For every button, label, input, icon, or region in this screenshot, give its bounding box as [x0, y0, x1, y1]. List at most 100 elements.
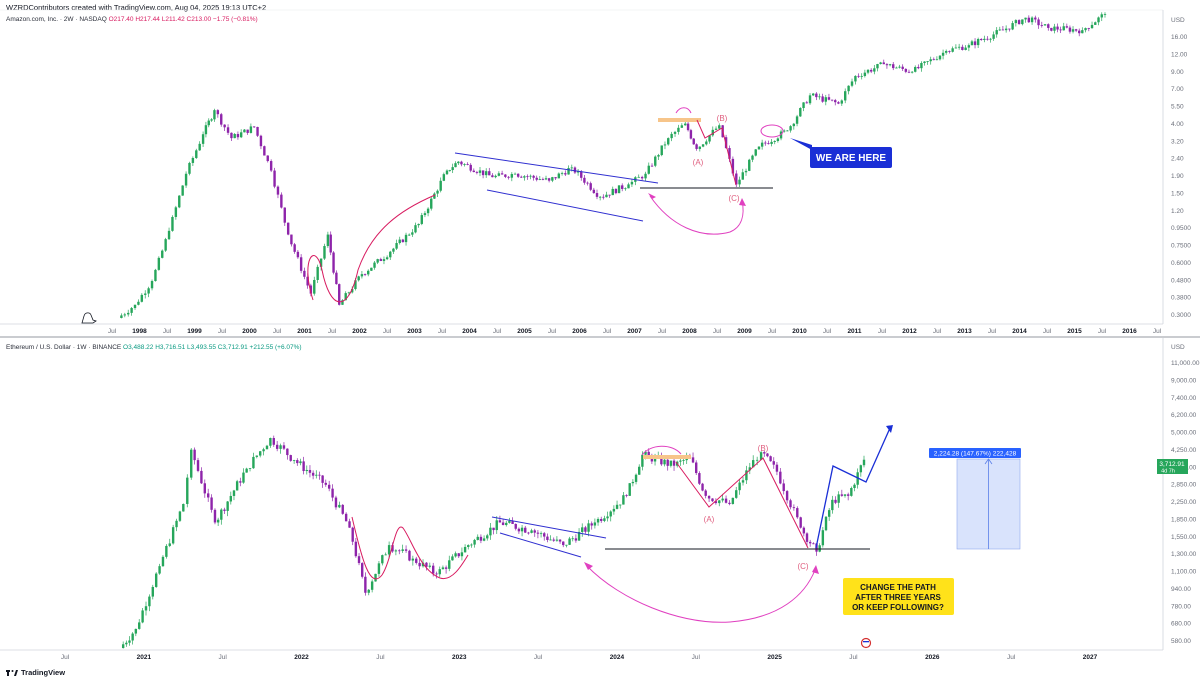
price-tick-label: 1.20 [1171, 208, 1184, 215]
candle-body [385, 257, 389, 260]
candle-body [695, 462, 698, 474]
top-time-axis: Jul 1998 Jul 1999 Jul 2000 Jul 2001 Jul 2002 Jul 20… [108, 328, 1162, 335]
candle-body [866, 69, 870, 73]
candle-body [376, 259, 379, 263]
candle-body [789, 126, 792, 131]
candle-body [606, 516, 609, 519]
candle-body [834, 499, 837, 503]
candle-body [507, 176, 510, 178]
candle-body [374, 573, 377, 582]
price-tick-label: 6,200.00 [1171, 412, 1197, 419]
price-tick-label: 0.4800 [1171, 277, 1191, 284]
top-price-axis: 16.00 12.00 9.00 7.00 5.50 4.00 3.20 2.40 1.90 1.… [1171, 34, 1191, 319]
time-tick-label: 2001 [297, 328, 312, 335]
candle-body [728, 148, 731, 159]
candle-body [957, 46, 961, 48]
candle-body [677, 127, 680, 132]
candle-body [321, 475, 324, 483]
candle-body [138, 622, 141, 629]
time-tick-label: 2003 [407, 328, 422, 335]
candle-body [704, 490, 707, 496]
candle-body [200, 470, 203, 484]
candle-body [500, 173, 504, 175]
candle-body [168, 543, 171, 546]
candle-body [811, 93, 815, 96]
candle-body [964, 47, 967, 50]
time-tick-label: 2025 [767, 654, 782, 661]
candle-body [154, 269, 157, 282]
time-tick-label: Jul [163, 328, 172, 335]
price-tick-label: 580.00 [1171, 638, 1191, 645]
bottom-return-arrowhead-left [584, 562, 593, 570]
candle-body [282, 445, 286, 449]
candle-body [303, 270, 306, 277]
candle-body [805, 102, 808, 104]
price-tick-label: 5.50 [1171, 104, 1184, 111]
candle-body [592, 189, 596, 194]
candle-body [647, 165, 650, 174]
candle-body [731, 497, 735, 504]
candle-body [879, 62, 882, 65]
bottom-label-a: (A) [704, 515, 715, 524]
candle-body [698, 146, 702, 149]
candle-body [327, 484, 331, 489]
candle-body [242, 472, 245, 483]
candle-body [415, 558, 418, 563]
candle-body [567, 168, 570, 175]
candle-body [847, 85, 850, 92]
candle-body [944, 50, 948, 53]
candle-body [167, 230, 171, 240]
candle-body [401, 549, 404, 551]
candle-body [663, 144, 667, 146]
top-drawings: WE ARE HERE (A) (B) (C) [81, 107, 892, 324]
candle-body [524, 527, 527, 533]
candle-body [125, 642, 128, 645]
candle-body [728, 502, 731, 504]
top-currency-label: USD [1171, 17, 1185, 24]
candle-body [792, 123, 796, 127]
candle-body [892, 64, 895, 69]
candle-body [989, 38, 992, 40]
candle-body [131, 633, 134, 641]
candle-body [130, 308, 133, 313]
candle-body [1021, 19, 1024, 25]
bottom-price-axis: 11,000.00 9,000.00 7,400.00 6,200.00 5,000.0… [1171, 360, 1200, 645]
candle-body [511, 520, 514, 524]
candle-body [773, 140, 776, 142]
candle-body [619, 504, 622, 506]
tradingview-brand[interactable]: TradingView [6, 668, 65, 677]
time-tick-label: 2024 [610, 654, 625, 661]
candle-body [198, 143, 201, 151]
candle-body [564, 173, 567, 175]
candle-body [1014, 20, 1018, 24]
candle-body [473, 539, 476, 545]
candle-body [302, 461, 305, 472]
candle-body [802, 102, 805, 109]
candle-body [508, 520, 511, 523]
candle-body [932, 59, 935, 61]
candle-body [1030, 17, 1034, 23]
candle-body [377, 563, 381, 574]
candle-body [158, 566, 161, 574]
candle-body [1011, 23, 1014, 30]
candle-body [721, 498, 724, 501]
candle-body [757, 146, 761, 150]
candle-body [805, 533, 809, 542]
candle-body [290, 234, 293, 245]
candle-body [141, 610, 144, 623]
candle-body [444, 567, 448, 569]
candle-body [718, 500, 721, 504]
candle-body [391, 545, 394, 552]
price-tick-label: 3.20 [1171, 138, 1184, 145]
candle-body [469, 164, 472, 171]
candle-body [873, 68, 876, 72]
candle-body [554, 177, 557, 179]
candle-body [684, 123, 687, 126]
flag-event-icon[interactable] [860, 637, 872, 649]
candle-body [482, 538, 486, 541]
candle-body [332, 252, 335, 273]
candle-body [527, 532, 530, 534]
candle-body [293, 244, 296, 252]
candle-body [262, 449, 265, 452]
